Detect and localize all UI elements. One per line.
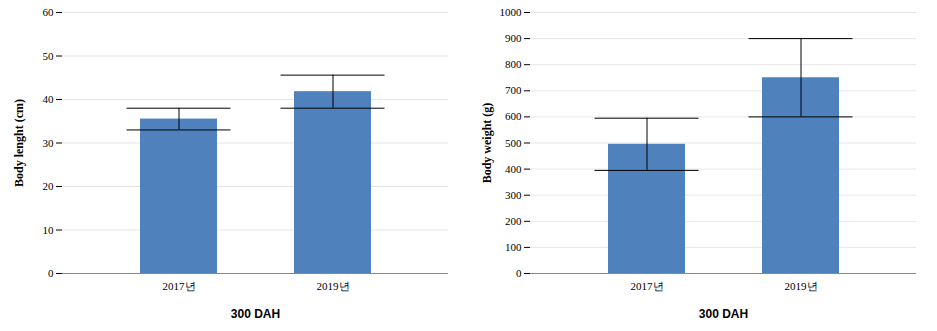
svg-text:50: 50	[43, 50, 55, 62]
svg-text:30: 30	[43, 137, 55, 149]
svg-text:0: 0	[48, 267, 54, 279]
svg-text:300 DAH: 300 DAH	[231, 307, 280, 321]
svg-text:800: 800	[505, 58, 522, 70]
svg-text:200: 200	[505, 215, 522, 227]
svg-text:20: 20	[43, 180, 55, 192]
svg-text:10: 10	[43, 224, 55, 236]
svg-text:40: 40	[43, 93, 55, 105]
svg-text:900: 900	[505, 32, 522, 44]
svg-text:2017년: 2017년	[631, 280, 664, 292]
svg-text:600: 600	[505, 110, 522, 122]
svg-text:0: 0	[516, 267, 522, 279]
svg-text:300 DAH: 300 DAH	[699, 307, 748, 321]
svg-text:700: 700	[505, 84, 522, 96]
svg-text:300: 300	[505, 189, 522, 201]
svg-text:1000: 1000	[500, 6, 523, 18]
svg-text:Body lenght (cm): Body lenght (cm)	[12, 99, 26, 187]
svg-text:2019년: 2019년	[785, 280, 818, 292]
svg-text:500: 500	[505, 137, 522, 149]
svg-text:400: 400	[505, 163, 522, 175]
svg-text:Body weight (g): Body weight (g)	[480, 103, 494, 184]
svg-text:2017년: 2017년	[163, 280, 196, 292]
svg-text:2019년: 2019년	[317, 280, 350, 292]
svg-text:100: 100	[505, 241, 522, 253]
svg-text:60: 60	[43, 6, 55, 18]
